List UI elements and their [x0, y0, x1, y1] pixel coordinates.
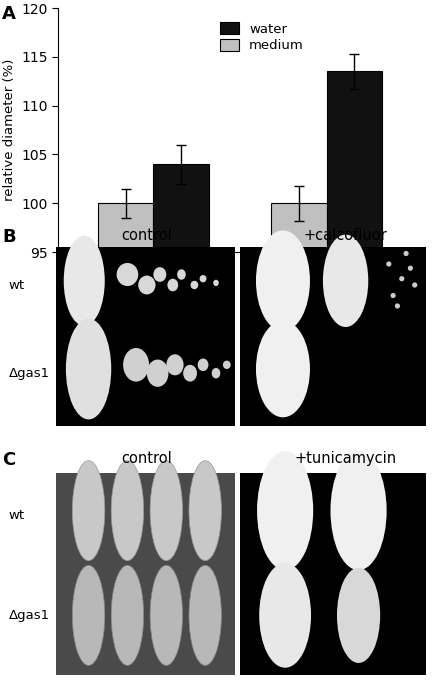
Ellipse shape	[259, 563, 311, 668]
Ellipse shape	[191, 281, 198, 289]
Text: B: B	[2, 228, 16, 246]
Ellipse shape	[166, 355, 184, 375]
Ellipse shape	[391, 293, 396, 298]
Ellipse shape	[256, 321, 310, 417]
Bar	[153, 164, 209, 682]
Ellipse shape	[153, 267, 166, 282]
Ellipse shape	[408, 265, 413, 271]
FancyBboxPatch shape	[56, 473, 235, 675]
Text: control: control	[121, 228, 172, 243]
Ellipse shape	[212, 368, 220, 379]
Ellipse shape	[123, 348, 149, 382]
FancyBboxPatch shape	[240, 473, 426, 675]
Text: Δgas1: Δgas1	[9, 367, 50, 380]
Ellipse shape	[183, 365, 197, 382]
Bar	[98, 203, 153, 682]
Text: wt: wt	[9, 509, 25, 522]
Text: wt: wt	[9, 278, 25, 291]
Ellipse shape	[337, 567, 380, 663]
Text: Δgas1: Δgas1	[9, 609, 50, 622]
Ellipse shape	[111, 565, 143, 666]
Ellipse shape	[323, 235, 368, 327]
Ellipse shape	[64, 236, 105, 326]
Ellipse shape	[72, 460, 105, 561]
Ellipse shape	[177, 269, 186, 280]
Ellipse shape	[138, 276, 156, 295]
Text: C: C	[2, 451, 15, 469]
Ellipse shape	[256, 231, 310, 331]
Ellipse shape	[111, 460, 143, 561]
FancyBboxPatch shape	[56, 247, 235, 426]
FancyBboxPatch shape	[240, 247, 426, 426]
Ellipse shape	[399, 276, 404, 282]
Ellipse shape	[66, 318, 111, 419]
Legend: water, medium: water, medium	[217, 20, 307, 55]
Ellipse shape	[168, 279, 178, 291]
Ellipse shape	[257, 451, 313, 570]
Text: A: A	[2, 5, 16, 23]
Ellipse shape	[412, 282, 417, 288]
Text: +calcofluor: +calcofluor	[304, 228, 388, 243]
Bar	[327, 72, 382, 682]
Ellipse shape	[386, 261, 391, 267]
Bar	[271, 203, 327, 682]
Ellipse shape	[150, 565, 182, 666]
Ellipse shape	[213, 280, 219, 286]
Ellipse shape	[150, 460, 182, 561]
Text: control: control	[121, 451, 172, 466]
Text: +tunicamycin: +tunicamycin	[295, 451, 397, 466]
Ellipse shape	[200, 275, 206, 282]
Ellipse shape	[403, 251, 409, 256]
Y-axis label: relative diameter (%): relative diameter (%)	[3, 59, 16, 201]
Ellipse shape	[395, 303, 400, 309]
Ellipse shape	[330, 451, 387, 570]
Ellipse shape	[223, 361, 231, 369]
Ellipse shape	[197, 359, 208, 371]
Ellipse shape	[189, 565, 221, 666]
Ellipse shape	[147, 359, 168, 387]
Ellipse shape	[72, 565, 105, 666]
Ellipse shape	[117, 263, 138, 286]
Ellipse shape	[189, 460, 221, 561]
